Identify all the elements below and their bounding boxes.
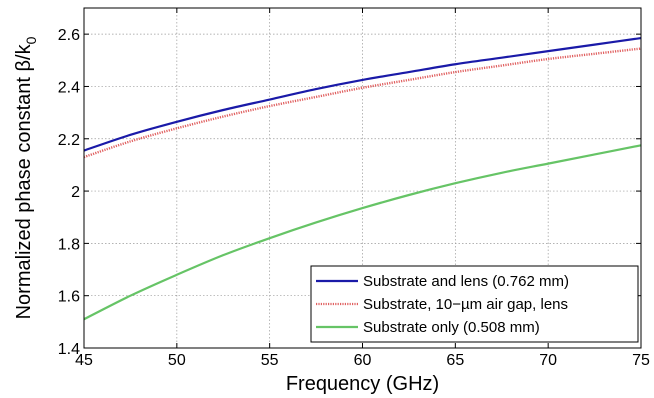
y-tick-label: 2.2 [58, 132, 80, 149]
legend-label-1: Substrate, 10−µm air gap, lens [363, 296, 568, 313]
legend-box [310, 265, 639, 343]
x-axis-label: Frequency (GHz) [286, 373, 439, 395]
x-tick-label: 60 [354, 352, 372, 369]
y-tick-label: 2.6 [58, 27, 80, 44]
y-tick-label: 2 [71, 184, 80, 201]
ticks [83, 8, 642, 349]
x-tick-label: 45 [75, 352, 93, 369]
x-tick-label: 75 [632, 352, 650, 369]
y-tick-label: 2.4 [58, 79, 80, 96]
series-group [83, 36, 642, 321]
y-tick-label: 1.8 [58, 236, 80, 253]
y-tick-label: 1.4 [58, 341, 80, 358]
series-line-0 [83, 36, 642, 152]
legend: Substrate and lens (0.762 mm) Substrate, … [310, 265, 639, 343]
x-tick-label: 65 [446, 352, 464, 369]
y-axis-label-subscript: 0 [23, 36, 39, 44]
x-tick-label: 70 [539, 352, 557, 369]
legend-label-0: Substrate and lens (0.762 mm) [363, 273, 569, 290]
y-tick-label: 1.6 [58, 289, 80, 306]
series-line-2 [83, 144, 642, 321]
tick-labels: 45 50 55 60 65 70 75 1.4 1.6 1.8 2 2.2 2.4 2.6 [58, 27, 650, 369]
x-tick-label: 50 [168, 352, 186, 369]
y-axis-label-main: Normalized phase constant β/k [13, 43, 35, 319]
y-axis-label: Normalized phase constant β/k0 [13, 36, 39, 319]
x-tick-label: 55 [261, 352, 279, 369]
series-line-1 [83, 47, 642, 159]
legend-label-2: Substrate only (0.508 mm) [363, 319, 540, 336]
